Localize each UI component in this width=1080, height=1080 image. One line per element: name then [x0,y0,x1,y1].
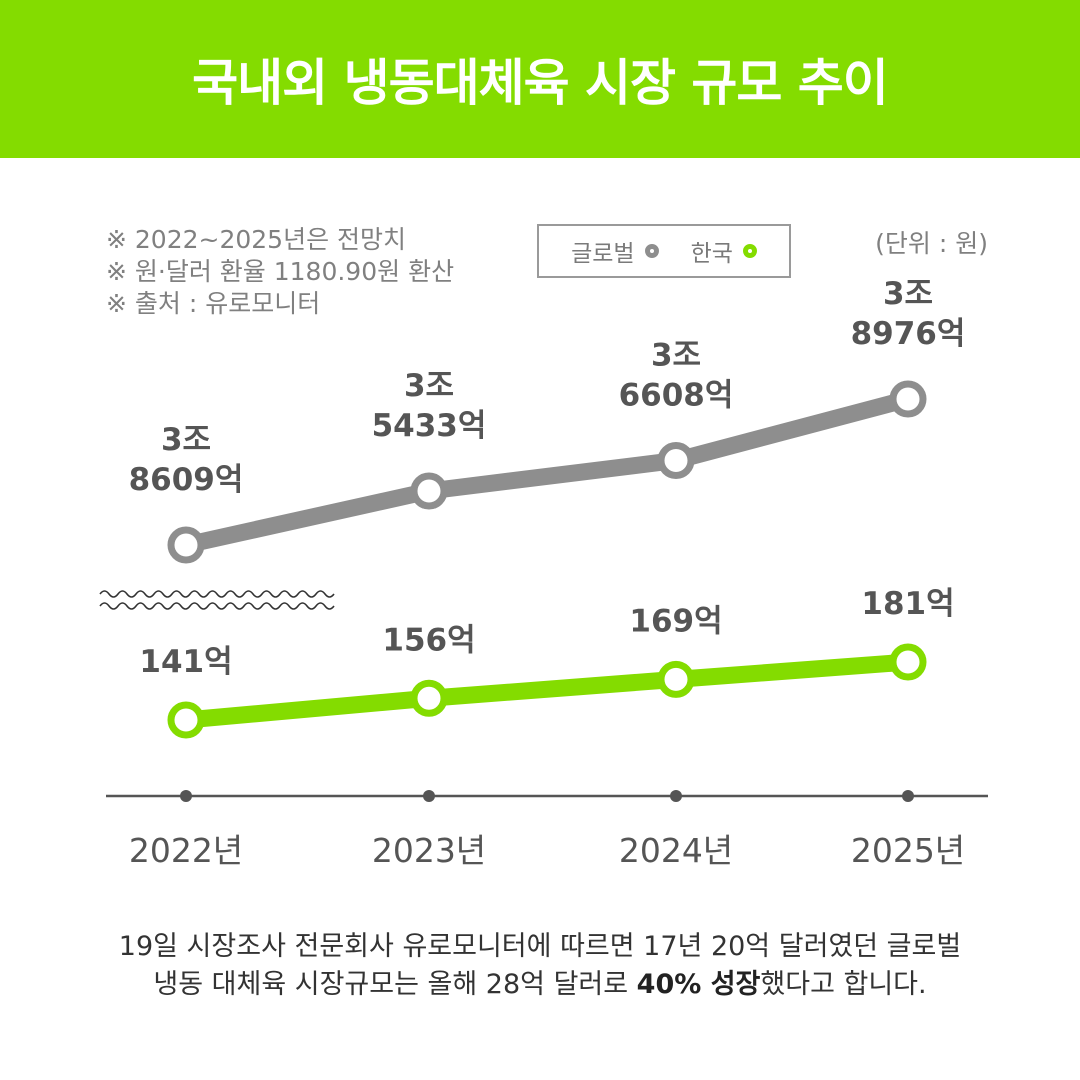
legend: 글로벌 한국 [537,224,791,278]
x-tick-label: 2022년 [129,831,243,870]
x-tick-label: 2025년 [851,831,965,870]
global-value-label: 6608억 [619,377,734,413]
korea-point [167,701,205,739]
legend-korea-label: 한국 [690,241,733,267]
global-value-label: 5433억 [372,408,487,444]
legend-korea-marker-icon [742,244,757,258]
x-axis-tick [180,790,192,802]
korea-point [889,643,927,681]
global-value-label: 3조 [883,276,933,312]
global-value-label: 3조 [651,337,701,373]
footer-line-1: 19일 시장조사 전문회사 유로모니터에 따르면 17년 20억 달러였던 글로… [118,931,962,962]
global-series-line [177,390,917,554]
footer-highlight: 40% 성장 [636,969,761,1000]
korea-point [410,679,448,717]
legend-global-label: 글로벌 [571,241,635,267]
global-point [889,380,927,418]
global-point [167,526,205,564]
footer-caption: 19일 시장조사 전문회사 유로모니터에 따르면 17년 20억 달러였던 글로… [0,928,1080,1004]
note-exchange-rate: ※ 원·달러 환율 1180.90원 환산 [106,257,455,286]
unit-label: (단위 : 원) [875,229,988,258]
note-forecast: ※ 2022~2025년은 전망치 [106,225,407,254]
axis-break-icon [99,590,335,598]
global-point [410,472,448,510]
page-title: 국내외 냉동대체육 시장 규모 추이 [192,54,889,112]
global-value-label: 8976억 [851,316,966,352]
korea-point [657,660,695,698]
note-source: ※ 출처 : 유로모니터 [106,289,321,318]
korea-series-line [177,653,917,729]
korea-value-label: 169억 [629,603,722,639]
korea-value-label: 141억 [139,644,232,680]
notes: ※ 2022~2025년은 전망치 ※ 원·달러 환율 1180.90원 환산 … [106,224,454,320]
x-axis-tick [902,790,914,802]
global-value-label: 3조 [404,368,454,404]
footer-line-2-pre: 냉동 대체육 시장규모는 올해 28억 달러로 [153,969,637,1000]
x-tick-label: 2024년 [619,831,733,870]
global-value-label: 3조 [161,422,211,458]
global-point [657,441,695,479]
global-value-label: 8609억 [129,462,244,498]
header-banner: 국내외 냉동대체육 시장 규모 추이 [0,0,1080,158]
footer-line-2-post: 했다고 합니다. [760,969,927,1000]
x-axis-tick [423,790,435,802]
footer-line-2: 냉동 대체육 시장규모는 올해 28억 달러로 40% 성장했다고 합니다. [0,966,1080,1004]
legend-global-marker-icon [644,244,659,258]
axis-break-icon [99,602,335,610]
korea-value-label: 156억 [382,622,475,658]
x-tick-label: 2023년 [372,831,486,870]
x-axis-tick [670,790,682,802]
korea-value-label: 181억 [861,586,954,622]
